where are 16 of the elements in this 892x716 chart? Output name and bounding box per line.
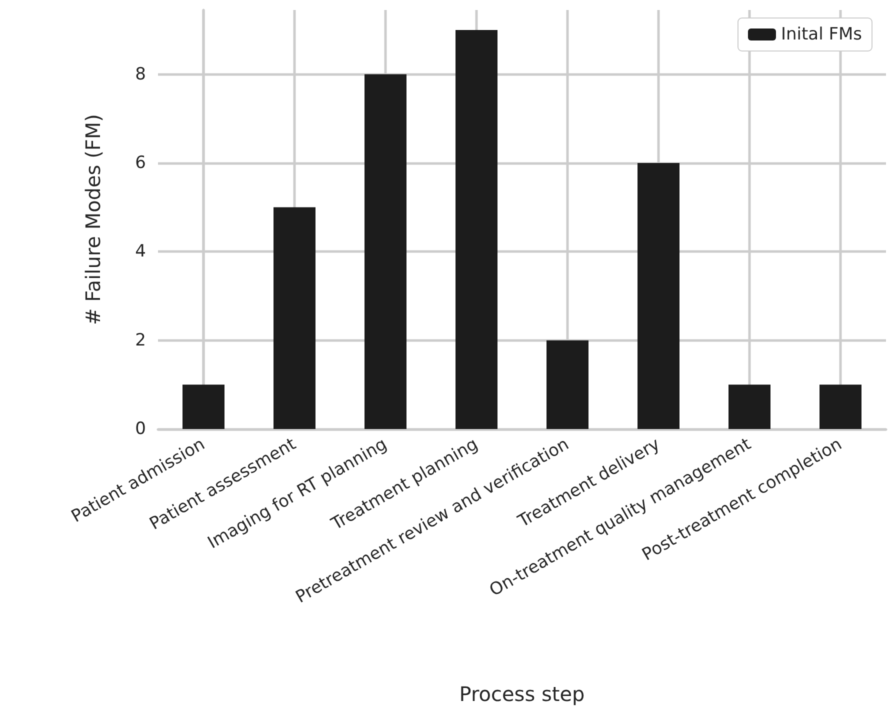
bar — [182, 384, 224, 429]
bar — [638, 162, 680, 429]
y-tick-label: 0 — [135, 419, 146, 439]
x-axis-title: Process step — [459, 682, 585, 706]
bar — [546, 340, 588, 429]
bar — [274, 207, 316, 429]
y-tick-label: 4 — [135, 242, 146, 262]
bar — [456, 30, 498, 429]
y-tick-label: 8 — [135, 64, 146, 84]
bar — [364, 74, 406, 429]
y-axis-title: # Failure Modes (FM) — [81, 114, 105, 325]
legend-label: Inital FMs — [780, 24, 862, 44]
bar — [728, 384, 770, 429]
y-tick-label: 6 — [135, 152, 146, 173]
bar — [820, 384, 862, 429]
y-tick-label: 2 — [135, 330, 146, 350]
